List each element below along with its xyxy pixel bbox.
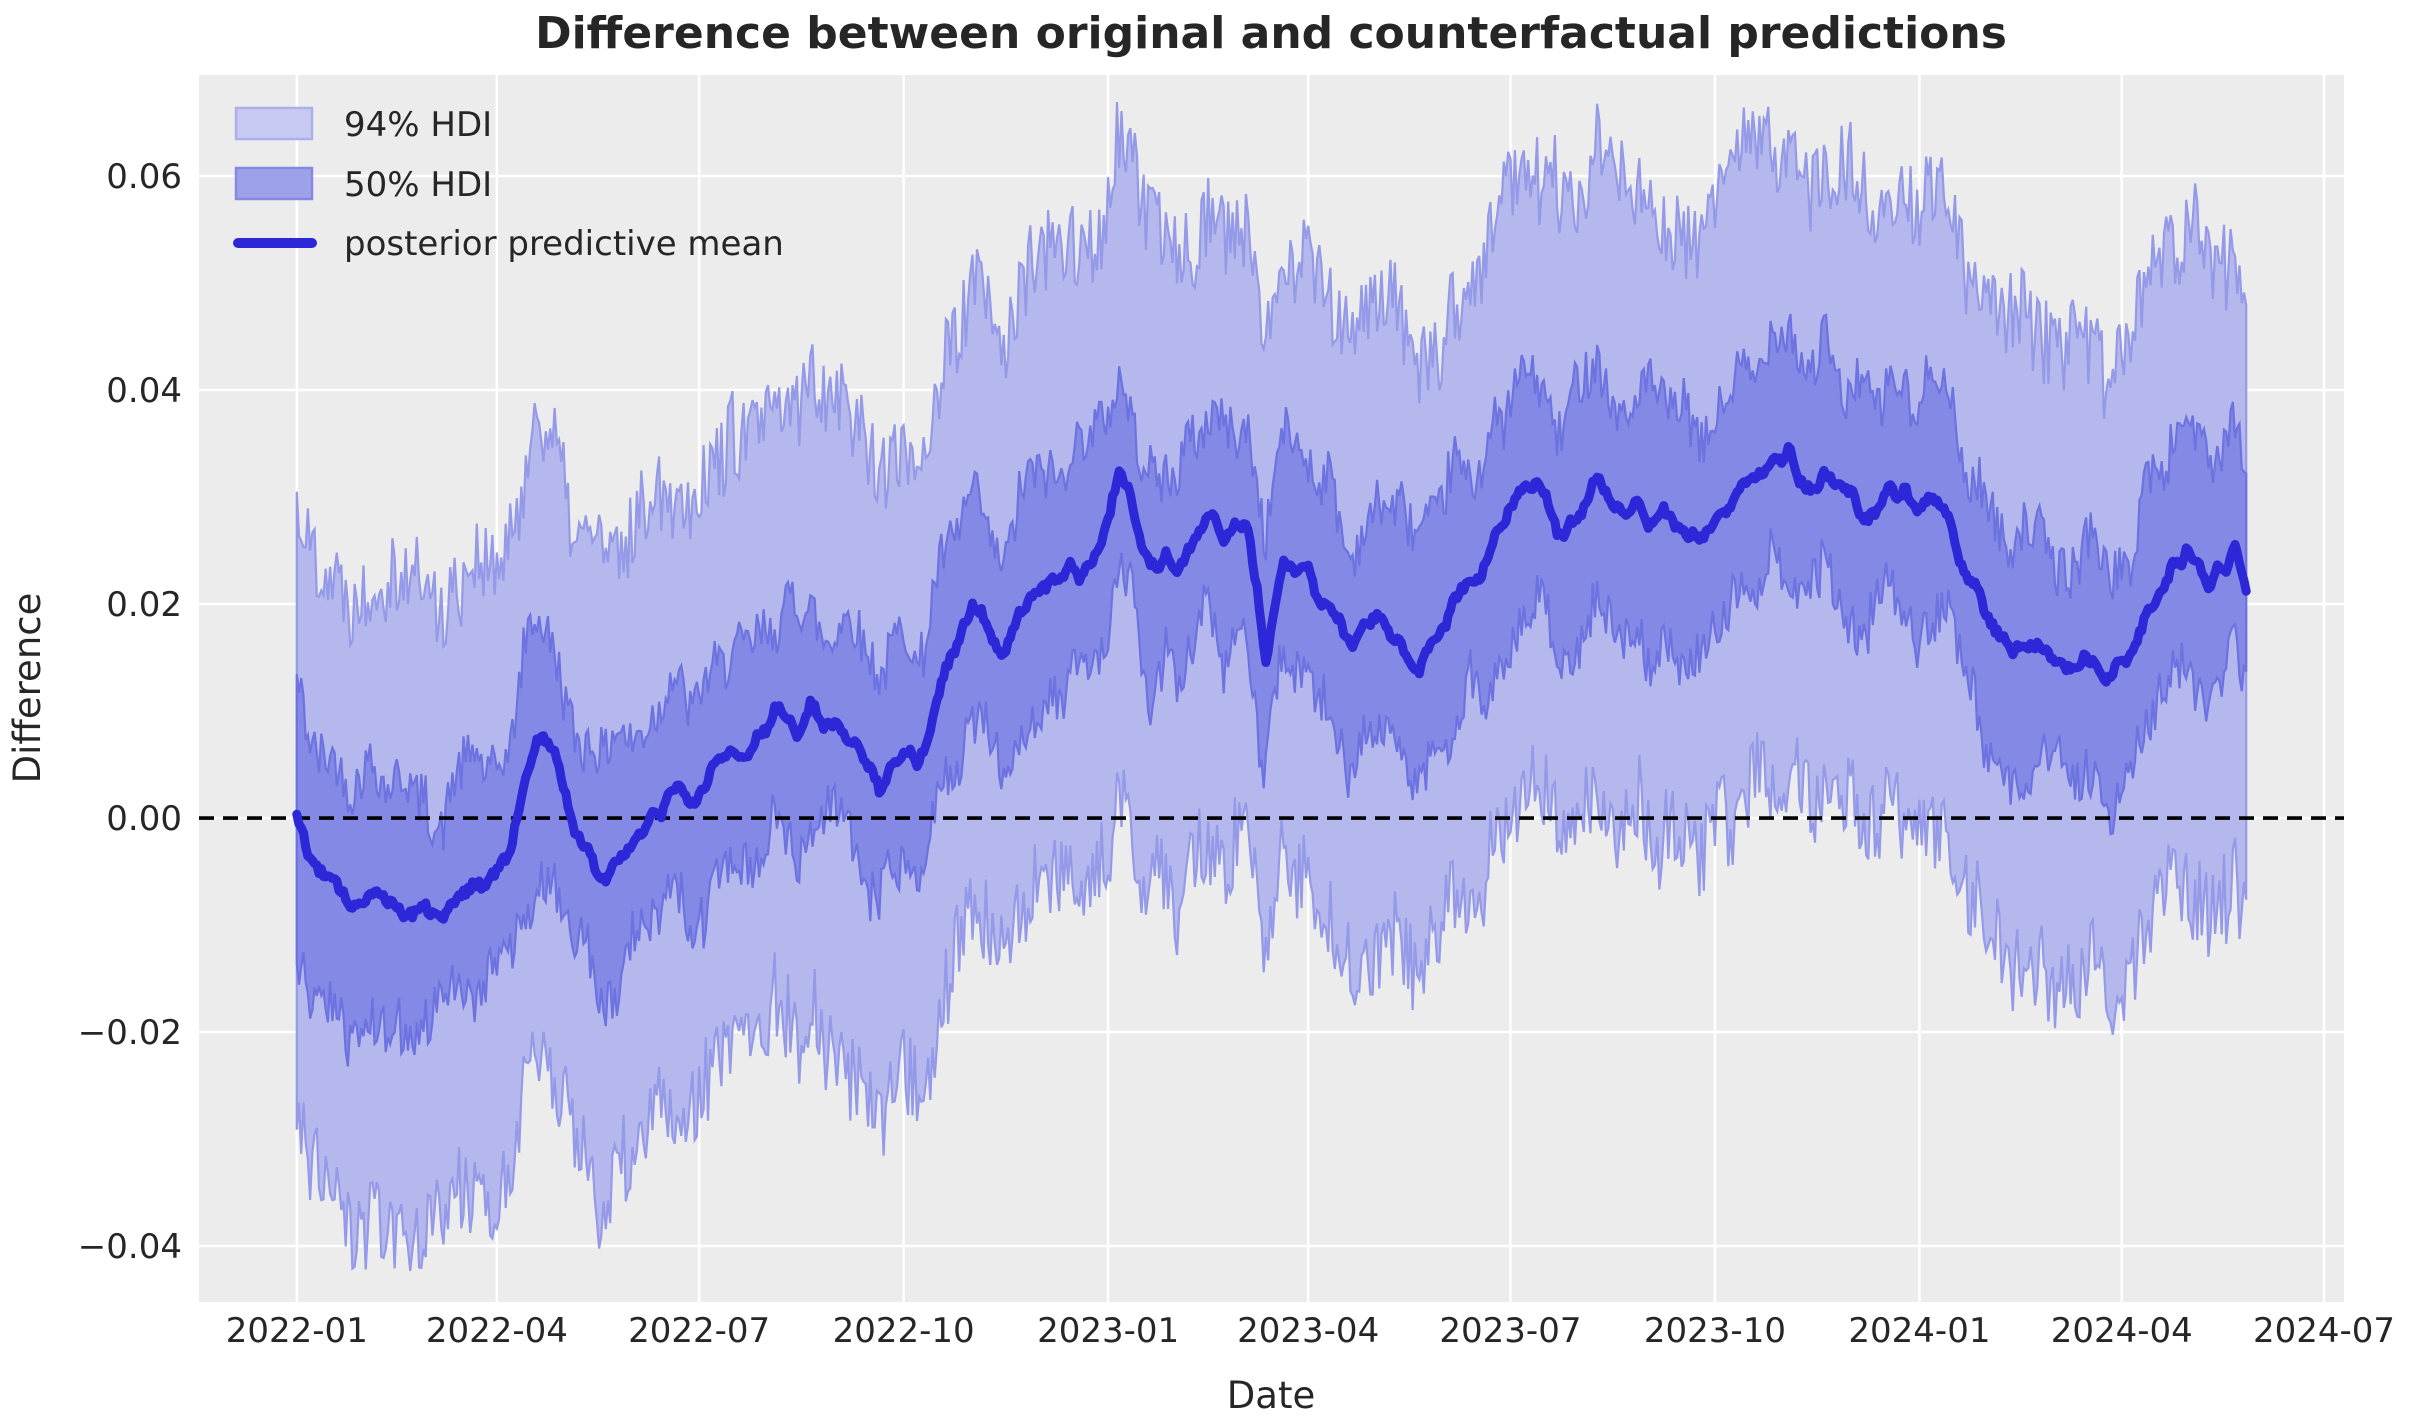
posterior-mean-line [292,442,2251,924]
x-tick-label: 2023-10 [1644,1311,1786,1351]
x-tick-label: 2024-04 [2051,1311,2193,1351]
y-tick-label: 0.02 [106,585,182,625]
legend-swatch-50hdi [234,166,314,201]
hdi50-band [295,313,2248,1067]
legend-label-50hdi: 50% HDI [344,165,492,205]
x-tick-label: 2022-04 [426,1311,568,1351]
x-tick-label: 2022-10 [833,1311,975,1351]
x-tick-label: 2023-04 [1237,1311,1379,1351]
y-axis-label: Difference [6,593,49,784]
y-tick-labels: 0.06 0.04 0.02 0.00 −0.02 −0.04 [78,157,182,1267]
y-tick-label: 0.04 [106,371,182,411]
x-tick-label: 2024-07 [2253,1311,2395,1351]
x-tick-label: 2023-01 [1037,1311,1179,1351]
legend-swatch-94hdi [234,106,314,141]
y-tick-label: 0.00 [106,799,182,839]
y-tick-label: −0.04 [78,1227,182,1267]
x-tick-labels: 2022-01 2022-04 2022-07 2022-10 2023-01 2023-… [226,1311,2395,1351]
x-tick-label: 2023-07 [1439,1311,1581,1351]
legend: 94% HDI 50% HDI posterior predictive mea… [233,105,784,264]
y-tick-label: 0.06 [106,157,182,197]
x-tick-label: 2024-01 [1848,1311,1990,1351]
y-tick-label: −0.02 [78,1013,182,1053]
chart-title: Difference between original and counterf… [535,8,2007,59]
legend-label-94hdi: 94% HDI [344,105,492,145]
x-tick-label: 2022-07 [628,1311,770,1351]
x-axis-label: Date [1227,1374,1315,1417]
legend-label-mean: posterior predictive mean [344,224,784,264]
x-tick-label: 2022-01 [226,1311,368,1351]
